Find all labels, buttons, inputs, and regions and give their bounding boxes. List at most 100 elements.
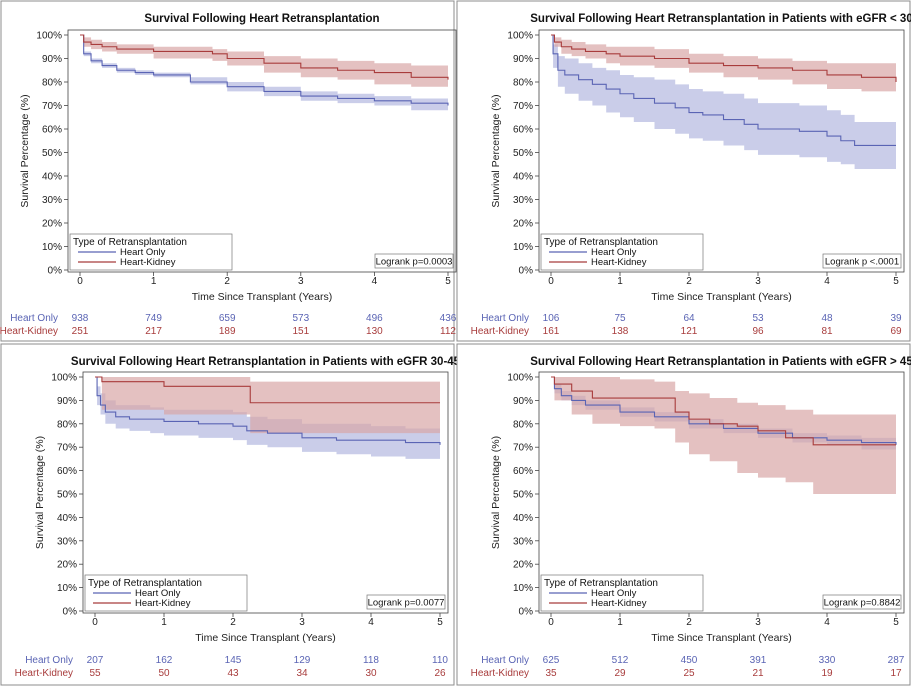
legend-entry-heart-only: Heart Only	[591, 588, 637, 599]
at-risk-count: 151	[292, 326, 309, 337]
y-tick-label: 0%	[48, 266, 63, 277]
at-risk-count: 21	[752, 668, 764, 679]
at-risk-count: 96	[752, 326, 764, 337]
logrank-box	[822, 594, 902, 610]
at-risk-count: 17	[890, 668, 902, 679]
at-risk-count: 287	[888, 655, 905, 666]
y-tick-label: 70%	[57, 443, 77, 454]
at-risk-count: 121	[681, 326, 698, 337]
survival-line-heart-kidney	[551, 34, 897, 82]
y-tick-label: 30%	[42, 195, 62, 206]
panel-overall: Survival Following Heart Retransplantati…	[0, 0, 457, 342]
at-risk-count: 217	[145, 326, 162, 337]
x-axis-label: Time Since Transplant (Years)	[195, 632, 335, 644]
y-tick-label: 60%	[57, 466, 77, 477]
plot-area	[82, 371, 449, 614]
chart-title: Survival Following Heart Retransplantati…	[530, 13, 911, 25]
chart-title: Survival Following Heart Retransplantati…	[530, 356, 911, 368]
ci-band-heart-kidney	[95, 377, 440, 434]
at-risk-count: 145	[225, 655, 242, 666]
survival-line-heart-kidney	[80, 34, 449, 80]
at-risk-count: 110	[432, 655, 448, 666]
x-tick-label: 1	[151, 276, 157, 287]
chart-title: Survival Following Heart Retransplantati…	[71, 356, 461, 368]
y-tick-label: 90%	[513, 54, 533, 65]
y-tick-label: 70%	[513, 443, 533, 454]
ci-band-heart-only	[551, 35, 896, 169]
y-tick-label: 60%	[513, 125, 533, 136]
at-risk-count: 162	[156, 655, 173, 666]
at-risk-count: 30	[365, 668, 377, 679]
legend-box	[540, 574, 704, 612]
legend-title: Type of Retransplantation	[544, 237, 658, 248]
legend-title: Type of Retransplantation	[73, 237, 187, 248]
survival-line-heart-only	[80, 34, 449, 106]
y-tick-label: 0%	[63, 607, 78, 618]
x-axis-label: Time Since Transplant (Years)	[192, 291, 332, 303]
x-axis-label: Time Since Transplant (Years)	[651, 632, 791, 644]
survival-line-heart-kidney	[551, 376, 896, 446]
y-tick-label: 50%	[57, 490, 77, 501]
legend-entry-heart-kidney: Heart-Kidney	[135, 598, 191, 609]
at-risk-count: 496	[366, 313, 383, 324]
at-risk-count: 207	[87, 655, 104, 666]
plot-area	[67, 29, 457, 273]
legend-entry-heart-only: Heart Only	[120, 247, 166, 258]
x-tick-label: 2	[230, 617, 236, 628]
y-tick-label: 0%	[519, 266, 534, 277]
y-tick-label: 100%	[36, 31, 62, 42]
x-tick-label: 0	[548, 617, 554, 628]
legend-entry-heart-only: Heart Only	[135, 588, 181, 599]
logrank-box	[822, 253, 902, 269]
x-tick-label: 3	[755, 276, 761, 287]
at-risk-count: 450	[681, 655, 698, 666]
y-tick-label: 20%	[57, 560, 77, 571]
x-tick-label: 5	[893, 276, 899, 287]
at-risk-count: 391	[750, 655, 767, 666]
panel-egfr-under-30: Survival Following Heart Retransplantati…	[456, 0, 911, 342]
x-tick-label: 0	[548, 276, 554, 287]
x-tick-label: 5	[445, 276, 451, 287]
at-risk-count: 112	[440, 326, 456, 337]
legend-entry-heart-kidney: Heart-Kidney	[591, 598, 647, 609]
at-risk-count: 29	[614, 668, 626, 679]
risk-row-label-heart-only: Heart Only	[481, 655, 529, 666]
at-risk-count: 436	[440, 313, 457, 324]
x-tick-label: 1	[617, 617, 623, 628]
y-tick-label: 50%	[513, 490, 533, 501]
y-tick-label: 40%	[42, 172, 62, 183]
plot-area	[538, 29, 905, 273]
x-tick-label: 0	[92, 617, 98, 628]
y-tick-label: 40%	[513, 513, 533, 524]
x-tick-label: 5	[437, 617, 443, 628]
y-tick-label: 10%	[513, 242, 533, 253]
at-risk-count: 25	[683, 668, 695, 679]
x-tick-label: 4	[368, 617, 374, 628]
x-tick-label: 2	[224, 276, 230, 287]
ci-band-heart-kidney	[551, 377, 896, 494]
y-tick-label: 10%	[42, 242, 62, 253]
y-tick-label: 100%	[51, 373, 77, 384]
y-tick-label: 100%	[507, 373, 533, 384]
x-tick-label: 1	[617, 276, 623, 287]
risk-row-label-heart-kidney: Heart-Kidney	[15, 668, 73, 679]
at-risk-count: 19	[821, 668, 833, 679]
legend-title: Type of Retransplantation	[544, 578, 658, 589]
y-axis-label: Survival Percentage (%)	[19, 94, 31, 207]
at-risk-count: 34	[296, 668, 308, 679]
y-tick-label: 20%	[513, 560, 533, 571]
x-tick-label: 0	[77, 276, 83, 287]
y-tick-label: 10%	[57, 583, 77, 594]
y-tick-label: 30%	[513, 536, 533, 547]
at-risk-count: 625	[543, 655, 560, 666]
logrank-box	[366, 594, 446, 610]
panel-egfr-over-45: Survival Following Heart Retransplantati…	[456, 343, 911, 686]
y-tick-label: 100%	[507, 31, 533, 42]
y-tick-label: 40%	[513, 172, 533, 183]
x-tick-label: 3	[298, 276, 304, 287]
survival-line-heart-only	[95, 376, 441, 445]
risk-row-label-heart-kidney: Heart-Kidney	[471, 326, 529, 337]
panel-egfr-30-45: Survival Following Heart Retransplantati…	[0, 343, 461, 686]
y-axis-label: Survival Percentage (%)	[490, 94, 502, 207]
y-tick-label: 0%	[519, 607, 534, 618]
